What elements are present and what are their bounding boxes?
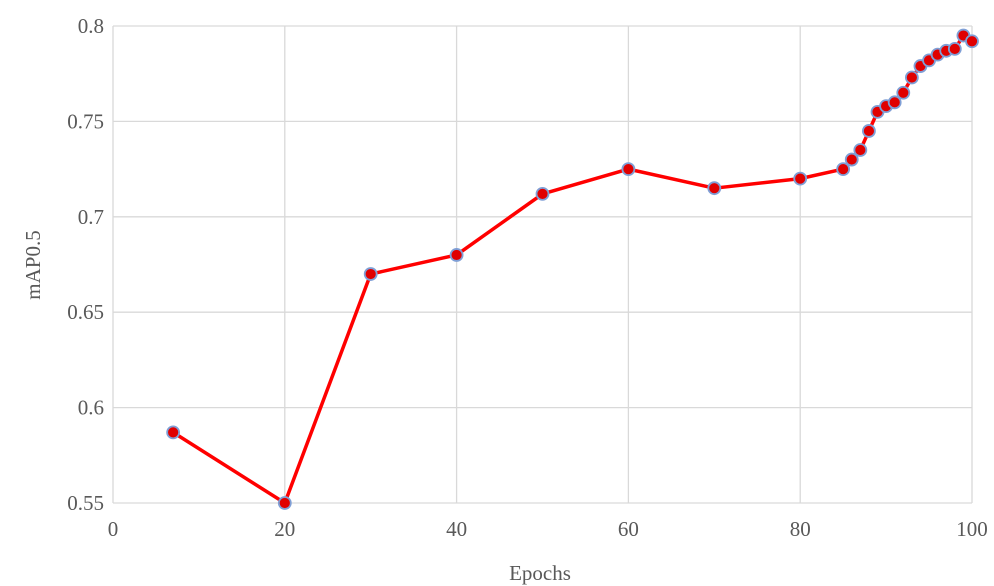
y-tick-label: 0.65 [67, 300, 104, 324]
data-point [535, 187, 550, 201]
data-point [862, 124, 876, 138]
data-point [904, 70, 919, 85]
x-tick-label: 100 [956, 517, 988, 541]
y-axis-title: mAP0.5 [21, 230, 45, 299]
y-tick-label: 0.7 [78, 205, 104, 229]
x-tick-label: 40 [446, 517, 467, 541]
data-point [896, 85, 911, 100]
data-point [793, 171, 808, 186]
series-group [166, 28, 979, 510]
data-point [853, 143, 868, 157]
data-point [166, 425, 181, 440]
x-tick-label: 80 [790, 517, 811, 541]
series-line [171, 33, 974, 505]
data-point [449, 248, 464, 262]
data-point [621, 162, 636, 177]
x-tick-label: 20 [274, 517, 295, 541]
y-tick-label: 0.6 [78, 396, 104, 420]
x-tick-label: 0 [108, 517, 119, 541]
y-tick-labels: 0.55 0.6 0.65 0.7 0.75 0.8 [67, 14, 104, 515]
data-point [844, 152, 859, 167]
gridlines [112, 25, 973, 504]
y-tick-label: 0.55 [67, 491, 104, 515]
data-point [707, 181, 722, 196]
data-point [947, 41, 962, 56]
x-tick-labels: 0 20 40 60 80 100 [108, 517, 988, 541]
x-axis-title: Epochs [509, 561, 571, 585]
data-point [965, 34, 979, 49]
y-tick-label: 0.8 [78, 14, 104, 38]
data-point [887, 95, 902, 110]
data-point [836, 162, 851, 177]
data-point [363, 267, 378, 281]
y-tick-label: 0.75 [67, 109, 104, 133]
data-point [277, 496, 292, 510]
x-tick-label: 60 [618, 517, 639, 541]
